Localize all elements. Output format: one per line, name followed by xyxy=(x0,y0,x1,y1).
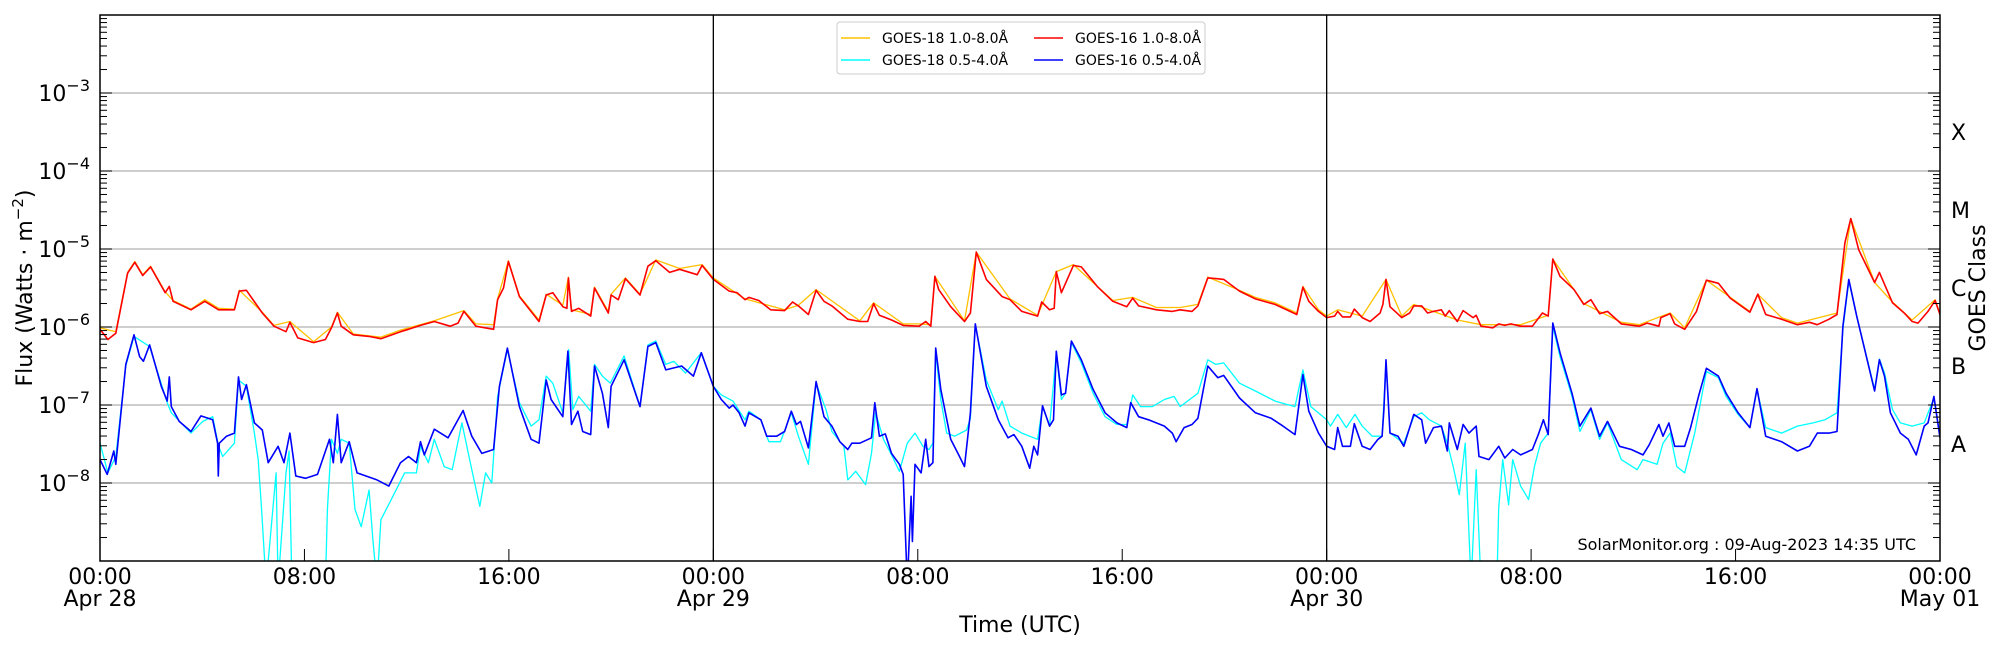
y-tick-exponent: −5 xyxy=(66,232,90,251)
y-tick-exponent: −7 xyxy=(66,388,90,407)
y-tick-label: 10−7 xyxy=(38,388,90,419)
x-axis-label: Time (UTC) xyxy=(958,613,1081,638)
goes-class-X: X xyxy=(1951,121,1966,146)
x-tick-date: May 01 xyxy=(1900,587,1980,612)
gridlines xyxy=(100,92,1940,484)
y-tick-base: 10 xyxy=(38,394,66,419)
day-separators xyxy=(712,15,1328,561)
x-tick-date: Apr 30 xyxy=(1290,587,1363,612)
y-tick-label: 10−5 xyxy=(38,232,90,263)
goes-class-A: A xyxy=(1951,433,1966,458)
series-line-goes-16-0-5-4-0- xyxy=(100,278,1940,561)
legend-entry-label: GOES-16 1.0-8.0Å xyxy=(1075,30,1201,47)
x-tick-label: 00:00 xyxy=(1908,565,1971,590)
goes-class-label: GOES Class xyxy=(1966,224,1991,351)
y-tick-base: 10 xyxy=(38,82,66,107)
legend-entry-label: GOES-16 0.5-4.0Å xyxy=(1075,52,1201,69)
y-tick-label: 10−3 xyxy=(38,76,90,107)
y-axis-label: Flux (Watts · m−2) xyxy=(9,190,38,387)
x-tick-date: Apr 28 xyxy=(63,587,136,612)
x-tick-label: 08:00 xyxy=(1499,565,1562,590)
axis-ticks xyxy=(99,18,1941,562)
x-tick-label: 16:00 xyxy=(1704,565,1767,590)
y-tick-label: 10−6 xyxy=(38,310,90,341)
legend: GOES-18 1.0-8.0Å GOES-18 0.5-4.0Å GOES-16 … xyxy=(836,21,1206,75)
x-tick-label: 08:00 xyxy=(273,565,336,590)
series-line-goes-18-1-0-8-0- xyxy=(100,217,1940,343)
legend-entry-label: GOES-18 1.0-8.0Å xyxy=(882,30,1008,47)
goes-class-M: M xyxy=(1951,199,1970,224)
watermark: SolarMonitor.org : 09-Aug-2023 14:35 UTC xyxy=(1577,535,1916,554)
y-tick-exponent: −3 xyxy=(66,76,90,95)
x-tick-label: 00:00 xyxy=(1295,565,1358,590)
x-tick-label: 16:00 xyxy=(1091,565,1154,590)
plot-frame xyxy=(99,14,1941,562)
y-tick-exponent: −8 xyxy=(66,466,90,485)
goes-class-B: B xyxy=(1951,355,1966,380)
y-tick-label: 10−8 xyxy=(38,466,90,497)
x-tick-label: 08:00 xyxy=(886,565,949,590)
series-line-goes-16-1-0-8-0- xyxy=(100,217,1940,344)
y-tick-exponent: −6 xyxy=(66,310,90,329)
y-tick-base: 10 xyxy=(38,472,66,497)
y-tick-base: 10 xyxy=(38,316,66,341)
legend-entry-label: GOES-18 0.5-4.0Å xyxy=(882,52,1008,69)
y-tick-base: 10 xyxy=(38,238,66,263)
y-tick-base: 10 xyxy=(38,160,66,185)
x-tick-date: Apr 29 xyxy=(677,587,750,612)
x-tick-label: 16:00 xyxy=(477,565,540,590)
x-tick-label: 00:00 xyxy=(682,565,745,590)
legend-box xyxy=(836,21,1206,75)
y-tick-label: 10−4 xyxy=(38,154,90,185)
series-lines xyxy=(100,217,1940,561)
x-tick-label: 00:00 xyxy=(68,565,131,590)
goes-class-C: C xyxy=(1951,277,1966,302)
y-tick-exponent: −4 xyxy=(66,154,90,173)
